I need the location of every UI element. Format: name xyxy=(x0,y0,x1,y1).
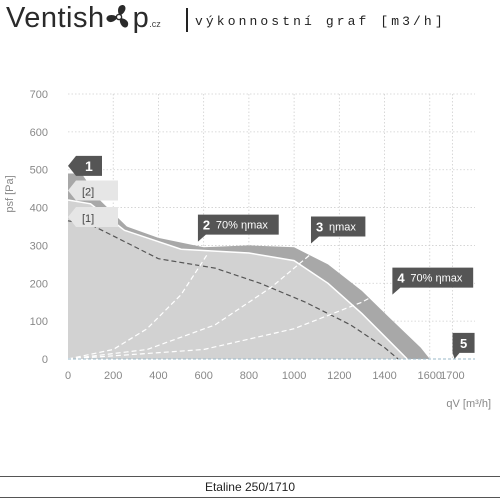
y-tick-label: 0 xyxy=(42,354,48,366)
x-tick-label: 1600 xyxy=(418,370,442,382)
annotation-label: 1 xyxy=(68,155,102,176)
annotation-number: [1] xyxy=(82,213,94,225)
series-line xyxy=(67,244,322,360)
series-line xyxy=(67,220,399,360)
annotation-number: 2 xyxy=(203,218,210,233)
x-tick-label: 1000 xyxy=(282,370,306,382)
annotation-text: 70% ηmax xyxy=(216,220,268,232)
model-name: Etaline 250/1710 xyxy=(204,480,296,494)
brand-logo[interactable]: Ventish p.cz xyxy=(6,2,161,35)
annotation-text: 70% ηmax xyxy=(410,273,462,285)
annotation-text: ηmax xyxy=(329,222,356,234)
y-tick-label: 400 xyxy=(30,203,48,215)
y-tick-label: 200 xyxy=(30,278,48,290)
y-tick-label: 600 xyxy=(30,127,48,139)
x-tick-label: 1200 xyxy=(327,370,351,382)
y-tick-label: 500 xyxy=(30,165,48,177)
brand-name: Ventish xyxy=(6,2,105,34)
annotation-number: 5 xyxy=(460,336,467,351)
annotation-number: [2] xyxy=(82,187,94,199)
brand-name-end: p xyxy=(132,2,150,34)
y-axis-label: psf [Pa] xyxy=(4,175,16,212)
y-tick-label: 100 xyxy=(30,316,48,328)
annotation-flag xyxy=(197,214,279,242)
footer-divider-bottom xyxy=(0,497,500,498)
y-axis: 0 100 200 300 400 500 600 700 xyxy=(30,89,48,366)
x-tick-label: 1400 xyxy=(372,370,396,382)
y-tick-label: 700 xyxy=(30,89,48,101)
x-tick-label: 800 xyxy=(240,370,258,382)
annotation-label: [2] xyxy=(68,180,118,201)
chart-areas xyxy=(68,173,430,359)
x-tick-label: 0 xyxy=(65,370,71,382)
chart-annotations: 1 [2] [1] 2 70% ηmax 3 ηmax 4 70% ηmax 5 xyxy=(68,155,475,359)
x-tick-label: 600 xyxy=(194,370,212,382)
fan-icon xyxy=(106,5,128,28)
annotation-number: 3 xyxy=(316,220,323,235)
annotation-number: 4 xyxy=(397,271,405,286)
x-tick-label: 1700 xyxy=(440,370,464,382)
footer-divider-top xyxy=(0,476,500,477)
annotation-flag xyxy=(68,155,102,176)
annotation-number: 1 xyxy=(85,158,93,174)
x-axis-label: qV [m³/h] xyxy=(446,398,491,410)
header-divider xyxy=(186,8,188,32)
header: Ventish p.cz výkonnostní graf [m3/h] xyxy=(0,0,500,44)
annotation-label: [1] xyxy=(68,207,118,228)
annotation-label: 5 xyxy=(452,332,475,359)
series-line xyxy=(67,278,403,360)
annotation-flag xyxy=(68,180,118,201)
annotation-flag xyxy=(68,207,118,228)
annotation-flag xyxy=(310,216,366,244)
x-tick-label: 200 xyxy=(104,370,122,382)
annotation-label: 4 70% ηmax xyxy=(392,267,474,295)
annotation-flag xyxy=(452,332,475,359)
annotation-flag xyxy=(392,267,474,295)
annotation-label: 3 ηmax xyxy=(310,216,366,244)
brand-tld: .cz xyxy=(149,19,161,29)
annotation-label: 2 70% ηmax xyxy=(197,214,279,242)
page-subtitle: výkonnostní graf [m3/h] xyxy=(195,14,446,29)
x-tick-label: 400 xyxy=(149,370,167,382)
y-tick-label: 300 xyxy=(30,240,48,252)
